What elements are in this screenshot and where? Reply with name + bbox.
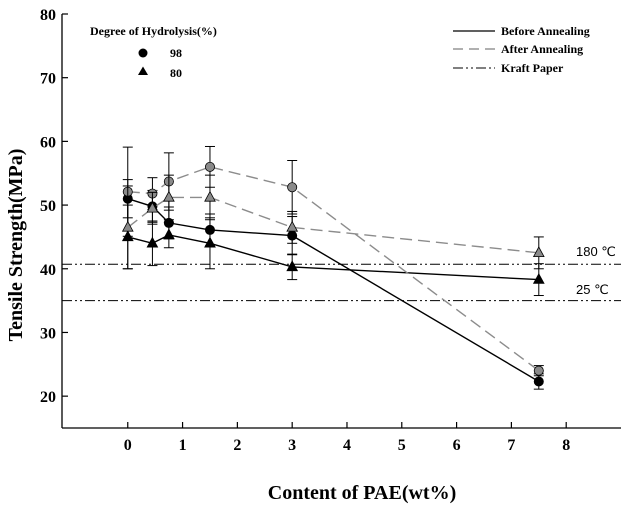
series-line [127, 198, 540, 383]
y-tick-label: 50 [40, 198, 56, 215]
x-tick-label: 4 [343, 437, 351, 454]
marker-legend-label-98: 98 [170, 46, 182, 60]
line-legend: Before Annealing After Annealing Kraft P… [453, 24, 590, 75]
data-point-triangle [286, 220, 299, 232]
y-tick-label: 60 [40, 134, 56, 151]
legend-marker-circle [138, 48, 148, 58]
legend-label-before: Before Annealing [501, 24, 590, 38]
y-tick-label: 70 [40, 71, 56, 88]
y-tick-label: 40 [40, 262, 56, 279]
data-point-circle [287, 182, 298, 193]
x-tick-label: 0 [124, 437, 132, 454]
x-tick-label: 1 [179, 437, 187, 454]
data-point-triangle [286, 260, 299, 272]
y-axis-title: Tensile Strength(MPa) [5, 149, 27, 342]
data-point-triangle [532, 246, 545, 258]
marker-legend-label-80: 80 [170, 66, 182, 80]
data-point-triangle [204, 190, 216, 202]
x-tick-label: 2 [233, 437, 241, 454]
x-tick-label: 5 [398, 437, 406, 454]
data-point-circle [533, 376, 544, 387]
y-tick-label: 30 [40, 325, 56, 342]
legend-label-after: After Annealing [501, 42, 583, 56]
x-tick-label: 6 [453, 437, 461, 454]
data-point-triangle [146, 236, 159, 248]
data-point-circle [204, 161, 215, 172]
ref-label-180: 180 ℃ [576, 244, 616, 259]
data-point-triangle [532, 272, 545, 284]
ref-label-25: 25 ℃ [576, 282, 609, 297]
data-point-triangle [204, 236, 216, 248]
data-point-circle [533, 365, 544, 376]
series-line [127, 196, 539, 254]
axes [61, 13, 621, 429]
tick-labels: 20 30 40 50 60 70 80 0 1 2 3 4 5 6 7 8 [40, 7, 570, 454]
marker-legend: Degree of Hydrolysis(%) 98 80 [90, 24, 217, 80]
data-point-triangle [121, 220, 134, 232]
y-tick-label: 80 [40, 7, 56, 24]
data-point-triangle [163, 190, 175, 202]
data-point-triangle [146, 201, 159, 213]
legend-marker-triangle [138, 66, 148, 75]
data-point-triangle [163, 228, 175, 240]
y-tick-label: 20 [40, 389, 56, 406]
legend-label-kraft: Kraft Paper [501, 61, 564, 75]
series-line [127, 234, 539, 281]
marker-legend-title: Degree of Hydrolysis(%) [90, 24, 217, 38]
x-tick-label: 8 [562, 437, 570, 454]
x-tick-label: 7 [507, 437, 515, 454]
x-tick-label: 3 [288, 437, 296, 454]
x-axis-title: Content of PAE(wt%) [268, 482, 457, 504]
data-series [121, 145, 545, 390]
